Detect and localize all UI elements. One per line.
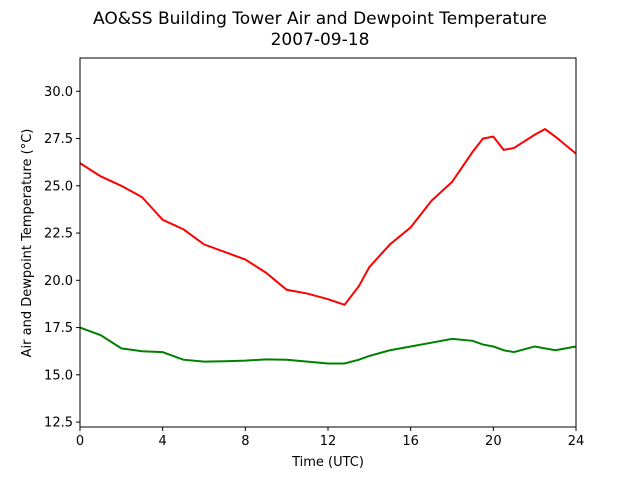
- y-tick-label: 20.0: [44, 274, 73, 289]
- x-tick-label: 4: [159, 434, 167, 449]
- x-axis-label: Time (UTC): [291, 455, 364, 470]
- y-tick-label: 22.5: [44, 227, 73, 242]
- y-axis-label: Air and Dewpoint Temperature (°C): [20, 129, 35, 358]
- y-tick-label: 25.0: [44, 179, 73, 194]
- chart-title: AO&SS Building Tower Air and Dewpoint Te…: [93, 9, 547, 29]
- x-tick-label: 16: [402, 434, 419, 449]
- x-tick-label: 24: [568, 434, 585, 449]
- data-line: [79, 127, 577, 307]
- y-tick-label: 12.5: [44, 416, 73, 431]
- y-tick-label: 27.5: [44, 132, 73, 147]
- data-line: [79, 326, 577, 365]
- chart-subtitle: 2007-09-18: [271, 30, 370, 50]
- x-tick-label: 0: [76, 434, 84, 449]
- x-tick-label: 8: [241, 434, 249, 449]
- y-tick-label: 17.5: [44, 321, 73, 336]
- y-tick-label: 30.0: [44, 85, 73, 100]
- y-tick-label: 15.0: [44, 368, 73, 383]
- x-tick-label: 12: [320, 434, 337, 449]
- plot-frame: [79, 57, 577, 428]
- x-tick-label: 20: [485, 434, 502, 449]
